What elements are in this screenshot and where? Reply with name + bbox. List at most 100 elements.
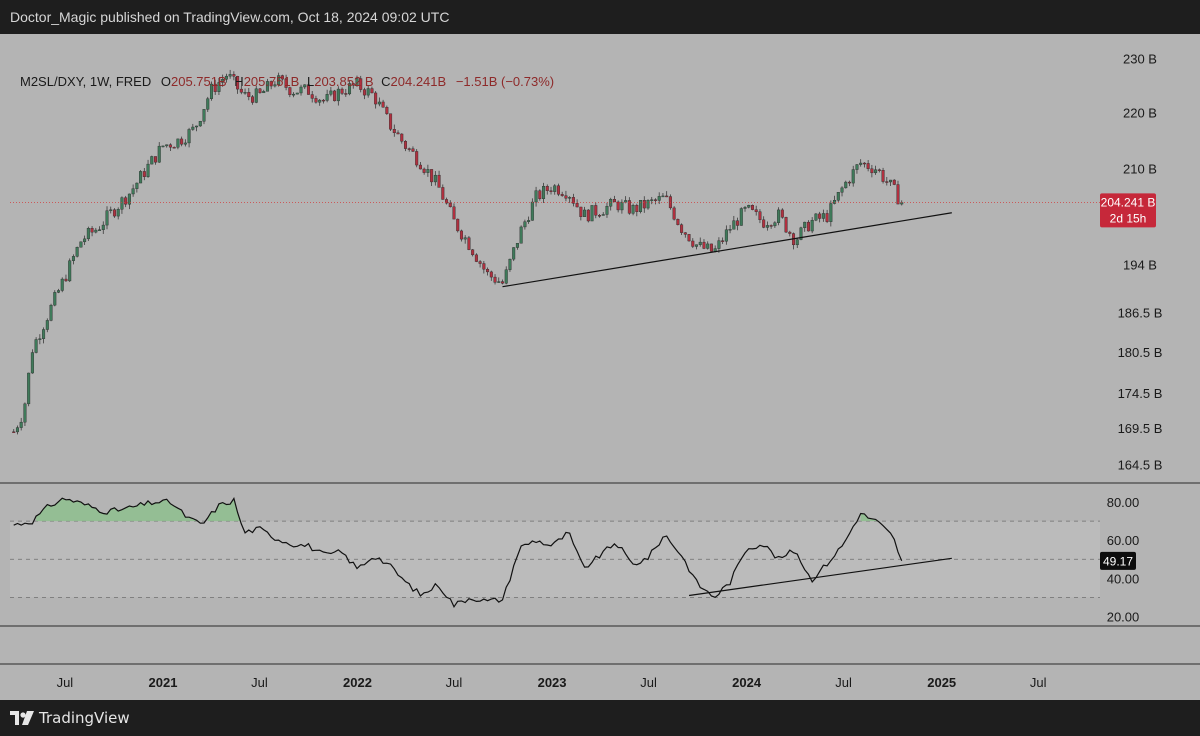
price-axis-tick: 180.5 B	[1118, 345, 1163, 360]
candle-body	[732, 220, 736, 230]
candle-body	[228, 74, 232, 77]
candle-body	[355, 78, 359, 86]
candle-body	[45, 320, 49, 330]
chart-canvas[interactable]: 230 B 220 B 210 B 194 B 186.5 B 180.5 B 174.5 …	[0, 34, 1200, 700]
candle-body	[866, 163, 870, 169]
candle-body	[27, 372, 31, 405]
bar-countdown: 2d 15h	[1110, 211, 1147, 225]
candle-body	[821, 213, 825, 219]
candle-body	[236, 76, 240, 90]
candle-body	[889, 179, 893, 183]
candle-body	[825, 213, 829, 222]
candle-body	[295, 92, 299, 95]
candle-body	[605, 206, 609, 215]
candle-body	[717, 240, 721, 249]
candle-body	[329, 90, 333, 95]
chart-panel[interactable]: 230 B 220 B 210 B 194 B 186.5 B 180.5 B 174.5 …	[0, 34, 1200, 700]
candle-body	[896, 184, 900, 205]
candle-body	[728, 229, 732, 231]
candle-body	[564, 195, 568, 199]
candle-body	[370, 88, 374, 94]
candle-body	[556, 185, 560, 195]
candle-body	[814, 213, 818, 221]
candle-body	[545, 186, 549, 191]
candle-body	[758, 211, 762, 221]
candle-body	[57, 290, 61, 293]
candle-body	[321, 99, 325, 102]
price-axis-tick: 194 B	[1123, 258, 1157, 273]
candle-body	[646, 200, 650, 209]
candle-body	[855, 164, 859, 170]
candle-body	[456, 218, 460, 232]
candle-body	[336, 88, 340, 102]
candle-body	[851, 169, 855, 184]
candle-body	[486, 268, 490, 273]
candle-body	[657, 196, 661, 201]
candle-body	[206, 98, 210, 110]
candle-body	[422, 168, 426, 173]
axes: 230 B 220 B 210 B 194 B 186.5 B 180.5 B 174.5 …	[0, 51, 1200, 690]
candle-body	[799, 227, 803, 240]
candle-body	[83, 238, 87, 243]
candle-body	[437, 174, 441, 188]
candle-body	[426, 169, 430, 173]
candle-body	[42, 329, 46, 339]
candle-body	[239, 88, 243, 93]
candle-body	[739, 208, 743, 226]
candle-body	[653, 199, 657, 201]
candle-body	[109, 209, 113, 211]
candle-body	[150, 156, 154, 165]
candle-body	[579, 206, 583, 217]
time-axis-tick: Jul	[446, 675, 463, 690]
time-axis-tick: 2022	[343, 675, 372, 690]
candle-body	[340, 88, 344, 94]
candle-body	[407, 148, 411, 150]
candle-body	[612, 199, 616, 203]
candle-body	[642, 200, 646, 209]
candle-body	[157, 145, 161, 163]
candle-body	[777, 209, 781, 223]
candle-body	[411, 148, 415, 152]
candle-body	[161, 145, 165, 148]
price-axis-tick: 186.5 B	[1118, 305, 1163, 320]
candle-body	[381, 101, 385, 108]
candle-body	[695, 244, 699, 247]
candle-body	[508, 258, 512, 270]
candle-body	[209, 83, 213, 99]
candle-body	[680, 224, 684, 233]
candle-body	[452, 206, 456, 220]
candle-body	[430, 169, 434, 183]
tradingview-brand[interactable]: TradingView	[10, 709, 130, 727]
candle-body	[396, 132, 400, 135]
candle-body	[672, 207, 676, 220]
candle-body	[583, 209, 587, 217]
time-axis-tick: Jul	[57, 675, 74, 690]
candle-body	[187, 129, 191, 144]
candle-body	[500, 281, 504, 284]
candle-body	[862, 162, 866, 165]
price-axis-tick: 164.5 B	[1118, 457, 1163, 472]
candle-body	[471, 249, 475, 256]
candle-body	[127, 193, 131, 205]
candle-body	[754, 209, 758, 212]
time-axis-tick: Jul	[1030, 675, 1047, 690]
candle-body	[877, 169, 881, 171]
candle-body	[154, 156, 158, 163]
candle-body	[527, 220, 531, 222]
candle-body	[616, 201, 620, 211]
candle-body	[415, 151, 419, 166]
legend-high-label: H	[234, 74, 244, 89]
candle-body	[325, 94, 329, 101]
rsi-axis-tick: 80.00	[1107, 495, 1140, 510]
candle-body	[542, 186, 546, 199]
candle-body	[892, 179, 896, 185]
candle-body	[374, 92, 378, 105]
candle-body	[243, 92, 247, 94]
candle-body	[49, 304, 53, 321]
candle-body	[53, 292, 57, 306]
candle-body	[590, 205, 594, 222]
candle-body	[221, 79, 225, 83]
candle-body	[601, 214, 605, 216]
candle-body	[639, 200, 643, 212]
